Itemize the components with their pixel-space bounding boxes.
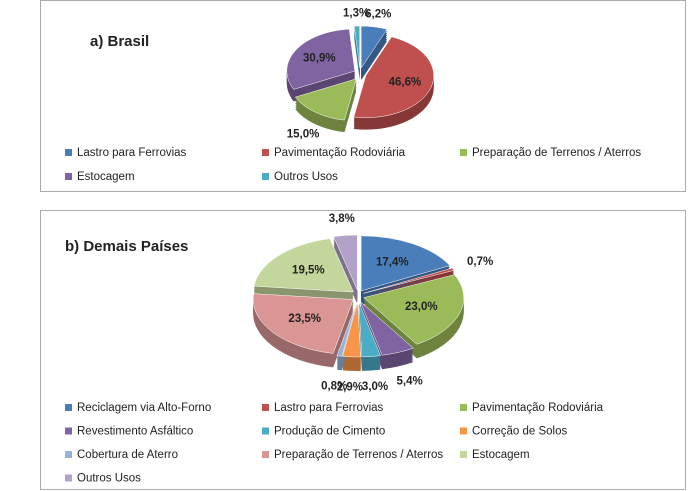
legend-label: Estocagem xyxy=(77,171,135,183)
legend-label: Outros Usos xyxy=(274,171,338,183)
slice xyxy=(363,274,464,345)
legend-swatch xyxy=(460,404,467,411)
legend-label: Revestimento Asfáltico xyxy=(77,426,193,438)
legend-swatch xyxy=(262,149,269,156)
data-label: 15,0% xyxy=(287,128,320,140)
data-label: 5,4% xyxy=(397,376,423,388)
slice xyxy=(353,25,361,69)
legend-label: Pavimentação Rodoviária xyxy=(472,402,604,414)
slice-side xyxy=(363,272,455,298)
legend-swatch xyxy=(262,427,269,435)
legend-label: Cobertura de Aterro xyxy=(77,449,178,461)
data-label: 0,7% xyxy=(467,256,493,268)
legend-label: Reciclagem via Alto-Forno xyxy=(77,402,211,414)
data-label: 3,8% xyxy=(329,213,355,225)
slice xyxy=(294,78,357,121)
chart-title: a) Brasil xyxy=(90,33,149,50)
slice xyxy=(252,293,354,354)
data-label: 19,5% xyxy=(292,264,325,276)
legend-swatch xyxy=(262,173,269,180)
data-label: 23,0% xyxy=(405,301,438,313)
legend-label: Estocagem xyxy=(472,449,530,461)
slice xyxy=(360,25,388,69)
legend-swatch xyxy=(65,427,72,435)
slice xyxy=(353,36,434,118)
data-label: 2,9% xyxy=(337,381,363,393)
data-label: 17,4% xyxy=(376,257,409,269)
data-label: 1,3% xyxy=(343,7,369,19)
slice xyxy=(286,28,356,90)
legend-label: Preparação de Terrenos / Aterros xyxy=(274,449,443,461)
legend-label: Lastro para Ferrovias xyxy=(274,402,384,414)
legend-label: Preparação de Terrenos / Aterros xyxy=(472,147,641,159)
legend-label: Lastro para Ferrovias xyxy=(77,147,187,159)
legend-swatch xyxy=(65,404,72,411)
slice xyxy=(253,238,354,293)
legend-swatch xyxy=(65,149,72,156)
chart-title: b) Demais Países xyxy=(65,238,188,255)
legend-label: Outros Usos xyxy=(77,473,141,485)
data-label: 0,8% xyxy=(321,380,347,392)
legend-swatch xyxy=(65,451,72,458)
legend-label: Pavimentação Rodoviária xyxy=(274,147,406,159)
slice xyxy=(363,267,455,294)
legend-label: Produção de Cimento xyxy=(274,426,385,438)
slice xyxy=(342,301,362,358)
legend-swatch xyxy=(460,451,467,458)
slice xyxy=(360,301,414,356)
slice xyxy=(358,301,381,358)
slice xyxy=(336,301,358,357)
data-label: 3,0% xyxy=(362,381,388,393)
legend-swatch xyxy=(460,149,467,156)
data-label: 6,2% xyxy=(365,9,391,21)
legend-swatch xyxy=(65,173,72,180)
legend-swatch xyxy=(262,451,269,458)
legend-swatch xyxy=(65,474,72,482)
data-label: 23,5% xyxy=(288,313,321,325)
data-label: 46,6% xyxy=(389,77,422,89)
legend-label: Correção de Solos xyxy=(472,426,567,438)
slice-side xyxy=(363,270,455,296)
slice xyxy=(333,234,358,291)
legend-swatch xyxy=(262,404,269,411)
slice xyxy=(360,235,451,292)
data-label: 30,9% xyxy=(303,53,336,65)
legend-swatch xyxy=(460,427,467,435)
